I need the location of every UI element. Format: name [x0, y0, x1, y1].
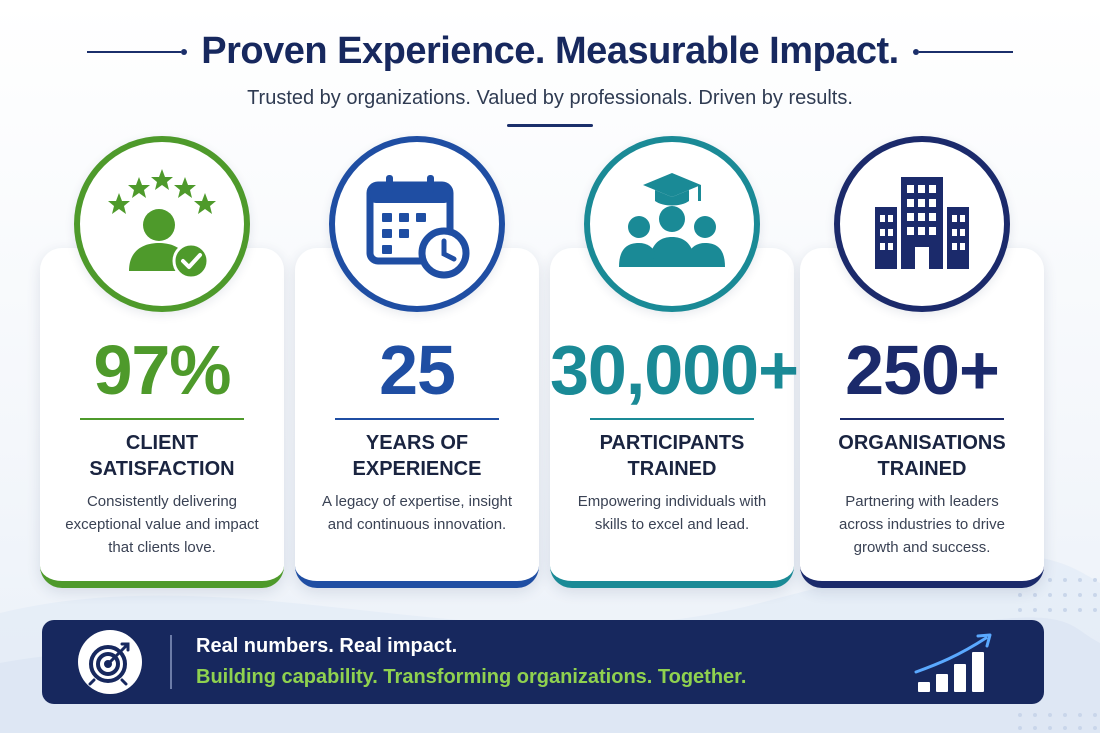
stat-value: 97%	[93, 331, 231, 409]
stat-description: Consistently delivering exceptional valu…	[65, 493, 259, 556]
banner-text: Real numbers. Real impact. Building capa…	[196, 635, 746, 689]
stat-label-line1: ORGANISATIONS	[838, 432, 1006, 454]
banner-headline: Real numbers. Real impact.	[196, 635, 458, 657]
banner-tagline: Building capability. Transforming organi…	[196, 666, 747, 688]
stat-card-body: 250+ ORGANISATIONS TRAINED Partnering wi…	[800, 248, 1044, 588]
stat-label-line2: EXPERIENCE	[352, 458, 482, 480]
header: Proven Experience. Measurable Impact. Tr…	[0, 30, 1100, 127]
calendar-clock-icon	[366, 175, 470, 279]
stat-label-line2: TRAINED	[627, 458, 717, 480]
stat-label-line1: YEARS OF	[365, 432, 469, 454]
stat-divider	[840, 418, 1004, 420]
stat-icon-circle	[74, 136, 250, 312]
stat-description: Empowering individuals with skills to ex…	[577, 493, 767, 533]
stat-description: A legacy of expertise, insight and conti…	[321, 493, 513, 533]
stat-description: Partnering with leaders across industrie…	[839, 493, 1005, 556]
stat-label-line1: CLIENT	[125, 432, 199, 454]
stat-icon-circle	[329, 136, 505, 312]
stat-card-years-experience: 25 YEARS OF EXPERIENCE A legacy of exper…	[295, 136, 539, 588]
target-icon-badge	[78, 630, 142, 694]
stat-value: 30,000+	[550, 331, 799, 409]
client-satisfaction-icon	[108, 169, 216, 280]
growth-chart-icon	[914, 633, 992, 692]
stat-label: CLIENT SATISFACTION	[40, 430, 284, 482]
subtitle-underline	[507, 124, 593, 127]
stat-value: 25	[379, 331, 456, 409]
stat-divider	[80, 418, 244, 420]
stat-card-participants-trained: 30,000+ PARTICIPANTS TRAINED Empowering …	[550, 136, 799, 588]
stat-icon-circle	[584, 136, 760, 312]
page-title: Proven Experience. Measurable Impact.	[201, 30, 899, 72]
stat-label: YEARS OF EXPERIENCE	[295, 430, 539, 482]
building-icon	[875, 177, 969, 269]
title-rule-left	[87, 48, 188, 55]
title-rule-right	[912, 48, 1013, 55]
stat-label-line2: TRAINED	[877, 458, 967, 480]
stat-icon-circle	[834, 136, 1010, 312]
title-row: Proven Experience. Measurable Impact.	[0, 30, 1100, 73]
target-icon	[88, 642, 130, 686]
stat-card-organisations-trained: 250+ ORGANISATIONS TRAINED Partnering wi…	[800, 136, 1044, 588]
banner-divider	[170, 635, 172, 689]
stat-divider	[335, 418, 499, 420]
stat-label: PARTICIPANTS TRAINED	[550, 430, 794, 482]
stat-label-line1: PARTICIPANTS	[599, 432, 745, 454]
graduation-group-icon	[619, 173, 725, 267]
stat-divider	[590, 418, 754, 420]
stat-label-line2: SATISFACTION	[89, 458, 235, 480]
stat-card-client-satisfaction: 97% CLIENT SATISFACTION Consistently del…	[40, 136, 284, 588]
stat-label: ORGANISATIONS TRAINED	[800, 430, 1044, 482]
page-subtitle: Trusted by organizations. Valued by prof…	[247, 87, 853, 109]
summary-banner: Real numbers. Real impact. Building capa…	[42, 620, 1044, 704]
stat-value: 250+	[845, 331, 1000, 409]
